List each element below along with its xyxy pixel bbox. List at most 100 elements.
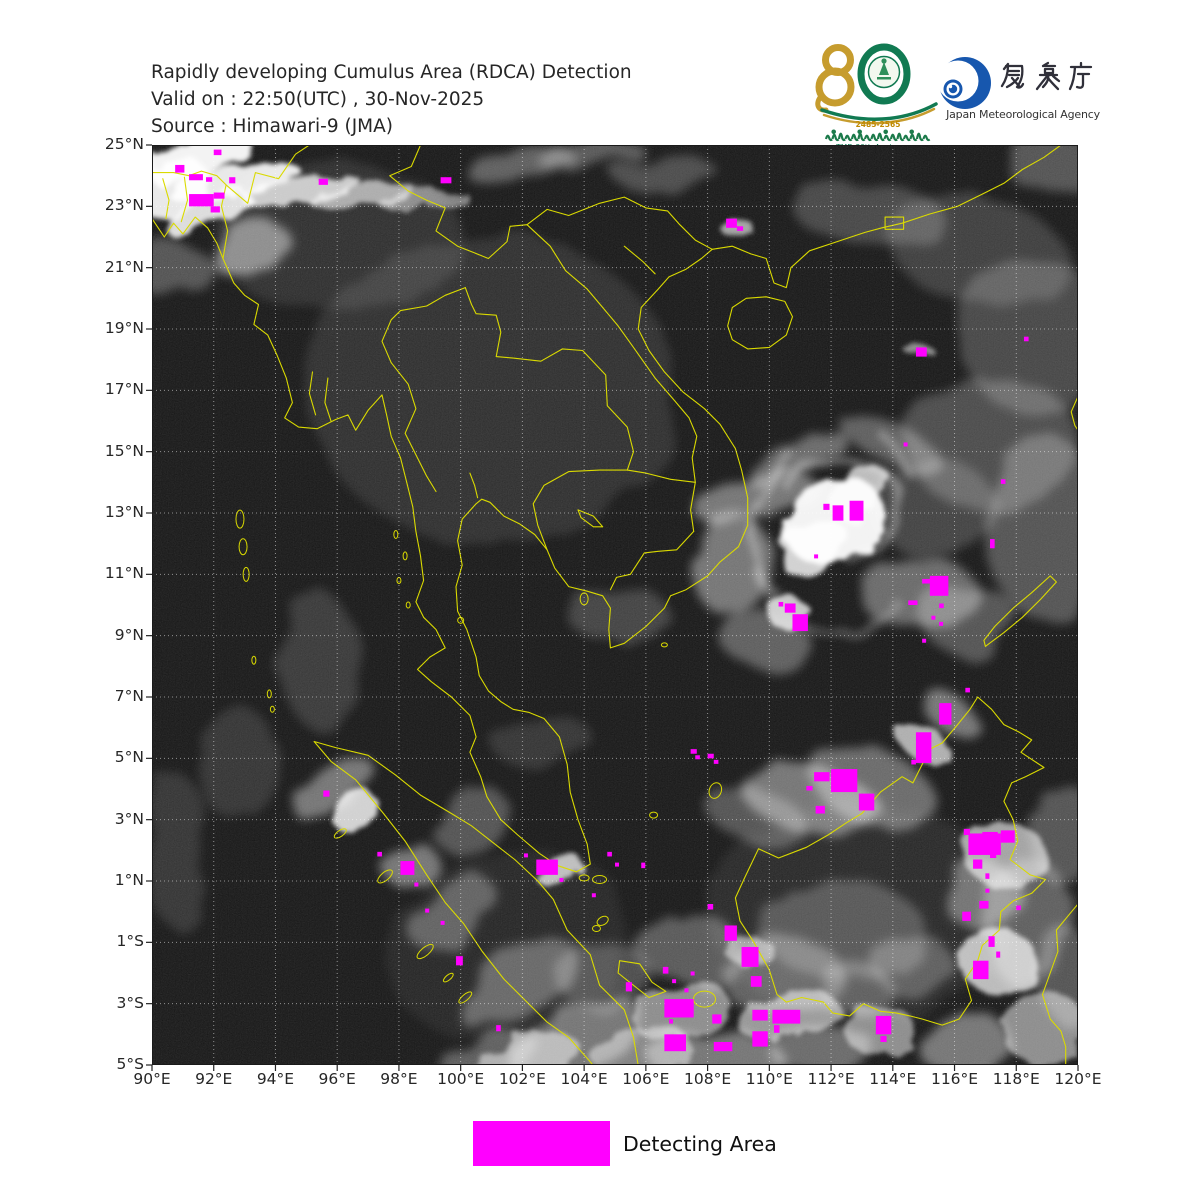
detection-area (1023, 336, 1029, 342)
detection-area (625, 982, 632, 992)
detection-area (915, 732, 932, 763)
y-tick-label: 21°N (104, 257, 144, 276)
jma-kanji-title (1000, 61, 1093, 91)
coastline-path (469, 472, 479, 499)
detection-area (985, 888, 990, 893)
detection-area (875, 1015, 892, 1035)
y-tick-label: 5°S (116, 1055, 144, 1073)
graticule-grid (152, 145, 1078, 1065)
y-tick-label: 5°N (114, 748, 144, 767)
coastline-path (225, 145, 310, 204)
coastline-path (623, 245, 656, 275)
detection-area (318, 178, 328, 185)
detection-area (814, 554, 819, 559)
detection-area (707, 753, 714, 759)
plot-border (152, 145, 1078, 1065)
island-outline (442, 972, 454, 983)
y-tick-label: 3°S (116, 993, 144, 1012)
detection-area (672, 979, 677, 984)
island-outline (579, 592, 589, 606)
detection-area (690, 971, 695, 976)
x-tick-label: 116°E (930, 1070, 979, 1088)
legend: Detecting Area (473, 1121, 777, 1166)
detection-area (641, 862, 646, 869)
y-tick-label: 25°N (104, 135, 144, 153)
coastline-path (884, 216, 905, 230)
detection-area (726, 218, 737, 228)
detection-areas (175, 149, 1029, 1052)
detection-area (736, 226, 744, 231)
detection-area (664, 999, 694, 1018)
detection-area (815, 805, 825, 814)
detection-area (982, 831, 998, 848)
y-tick-label: 17°N (104, 380, 144, 399)
detection-area (996, 951, 1001, 958)
detection-area (1016, 905, 1021, 911)
detection-area (939, 621, 944, 626)
legend-label: Detecting Area (623, 1131, 777, 1156)
island-outline (251, 655, 257, 665)
detection-area (690, 749, 697, 754)
coastline-path (389, 145, 713, 260)
title-line-2: Valid on : 22:50(UTC) , 30-Nov-2025 (151, 89, 485, 110)
detection-area (206, 177, 213, 182)
detection-area (591, 893, 596, 898)
coastline-path (727, 296, 794, 350)
thai-loop (909, 129, 915, 135)
y-tick-label: 15°N (104, 441, 144, 460)
coastline-path (308, 371, 317, 416)
detection-area (536, 859, 558, 875)
detection-area (915, 347, 927, 357)
detection-area (713, 759, 719, 764)
island-outline (592, 874, 608, 884)
coastline-path (617, 960, 667, 999)
coastline-path (152, 170, 229, 260)
detection-area (559, 877, 564, 882)
island-outline (377, 869, 393, 884)
island-outline (242, 566, 250, 582)
island-outline (266, 689, 272, 699)
detection-area (425, 908, 430, 913)
island-outline (591, 925, 601, 933)
coastline-path (464, 287, 635, 471)
detection-area (792, 614, 808, 632)
detection-area (607, 851, 612, 857)
detection-area (213, 192, 225, 199)
jma-swirl-icon (938, 57, 991, 109)
detection-area (922, 638, 927, 643)
island-outline (458, 991, 473, 1004)
detection-area (1000, 479, 1006, 484)
jma-logo: Japan Meteorological Agency (938, 57, 1101, 121)
detection-area (724, 925, 737, 941)
detection-area (965, 687, 970, 693)
island-outline (660, 642, 668, 648)
y-tick-label: 7°N (114, 687, 144, 705)
detection-area (990, 539, 995, 549)
x-tick-label: 114°E (869, 1070, 917, 1088)
thai-loop (857, 129, 863, 135)
x-tick-label: 118°E (992, 1070, 1040, 1088)
coastline-path (180, 176, 189, 223)
thai-loop (883, 129, 889, 135)
coastline-path (577, 509, 604, 528)
x-tick-label: 94°E (256, 1070, 295, 1088)
detection-area (523, 853, 528, 858)
detection-area (377, 851, 382, 857)
detection-area (750, 976, 762, 987)
detection-area (741, 946, 759, 967)
detection-area (973, 859, 983, 869)
detection-area (922, 578, 933, 584)
island-outline (405, 601, 411, 609)
island-outline (393, 529, 399, 539)
detection-area (831, 769, 858, 793)
detection-area (752, 1031, 768, 1047)
island-outline (269, 705, 275, 713)
y-tick-label: 1°S (116, 932, 144, 951)
detection-area (963, 828, 970, 835)
title-line-1: Rapidly developing Cumulus Area (RDCA) D… (151, 62, 632, 83)
coastline-path (162, 178, 170, 220)
detection-area (695, 755, 700, 760)
detection-area (752, 1009, 768, 1021)
